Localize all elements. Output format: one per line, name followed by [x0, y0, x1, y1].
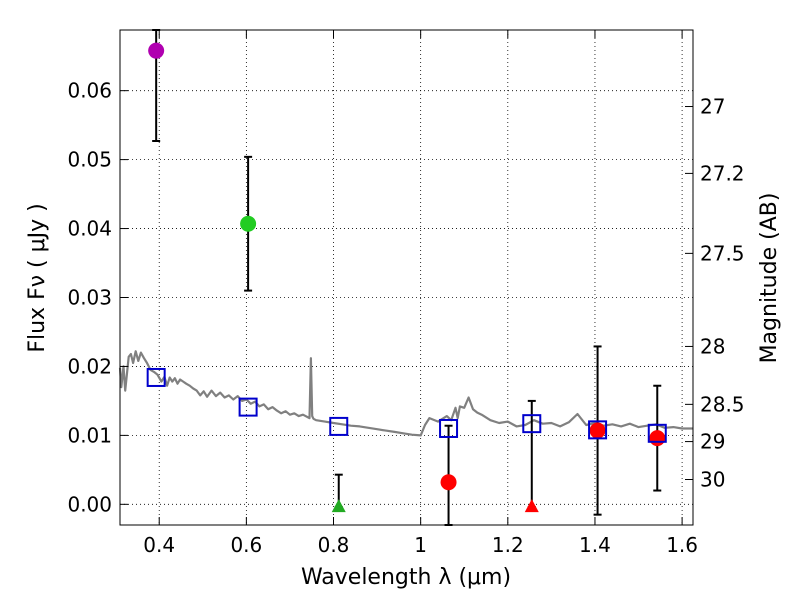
y-tick-label: 0.05: [67, 148, 112, 172]
mag-tick-label: 30: [700, 467, 725, 491]
mag-tick-label: 27.5: [700, 241, 745, 265]
plot-frame: [119, 29, 694, 526]
sed-spectrum-line: [118, 350, 693, 437]
observations: [148, 29, 666, 526]
mag-tick-label: 28: [700, 334, 725, 358]
model-spectrum: [118, 350, 693, 437]
plot-background: [120, 30, 693, 525]
y-tick-label: 0.04: [67, 217, 112, 241]
model-flux-square: [439, 418, 459, 438]
upper-limit-triangle: [331, 499, 346, 513]
y-tick-label: 0.03: [67, 285, 112, 309]
mag-tick-label: 27.2: [700, 161, 745, 185]
upper-limit-triangle: [524, 499, 539, 513]
x-axis-label: Wavelength λ (μm): [301, 565, 511, 590]
observed-flux-point: [148, 42, 165, 59]
model-flux-square: [647, 423, 667, 443]
observed-flux-point: [589, 422, 606, 439]
grid: [120, 30, 693, 525]
x-tick-label: 1.2: [492, 533, 524, 557]
x-tick-label: 1.6: [666, 533, 698, 557]
x-tick-label: 0.8: [318, 533, 350, 557]
model-band-fluxes: [146, 367, 667, 443]
x-axis: 0.4 0.6 0.8 1 1.2 1.4 1.6: [143, 30, 698, 557]
y-tick-label: 0.06: [67, 79, 112, 103]
y-tick-label: 0.02: [67, 354, 112, 378]
y-axis-right-label: Magnitude (AB): [757, 193, 782, 364]
model-flux-square: [588, 420, 608, 440]
model-flux-square: [522, 414, 542, 434]
mag-tick-label: 29: [700, 430, 725, 454]
y-axis: 0.00 0.01 0.02 0.03 0.04 0.05 0.06: [67, 79, 128, 516]
observed-flux-point: [240, 215, 257, 232]
model-flux-square: [146, 367, 166, 387]
x-tick-label: 1.4: [579, 533, 611, 557]
observed-flux-point: [649, 430, 666, 447]
y-tick-label: 0.00: [67, 492, 112, 516]
model-flux-square: [329, 416, 349, 436]
mag-tick-label: 27: [700, 95, 725, 119]
model-flux-square: [238, 397, 258, 417]
y-tick-label: 0.01: [67, 423, 112, 447]
mag-tick-label: 28.5: [700, 392, 745, 416]
x-tick-label: 0.4: [143, 533, 175, 557]
x-tick-label: 1: [414, 533, 427, 557]
observed-flux-point: [440, 474, 457, 491]
magnitude-axis: 27 27.2 27.5 28 28.5 29 30: [685, 95, 745, 491]
x-tick-label: 0.6: [230, 533, 262, 557]
y-axis-label: Flux Fν ( μJy ): [25, 203, 50, 352]
